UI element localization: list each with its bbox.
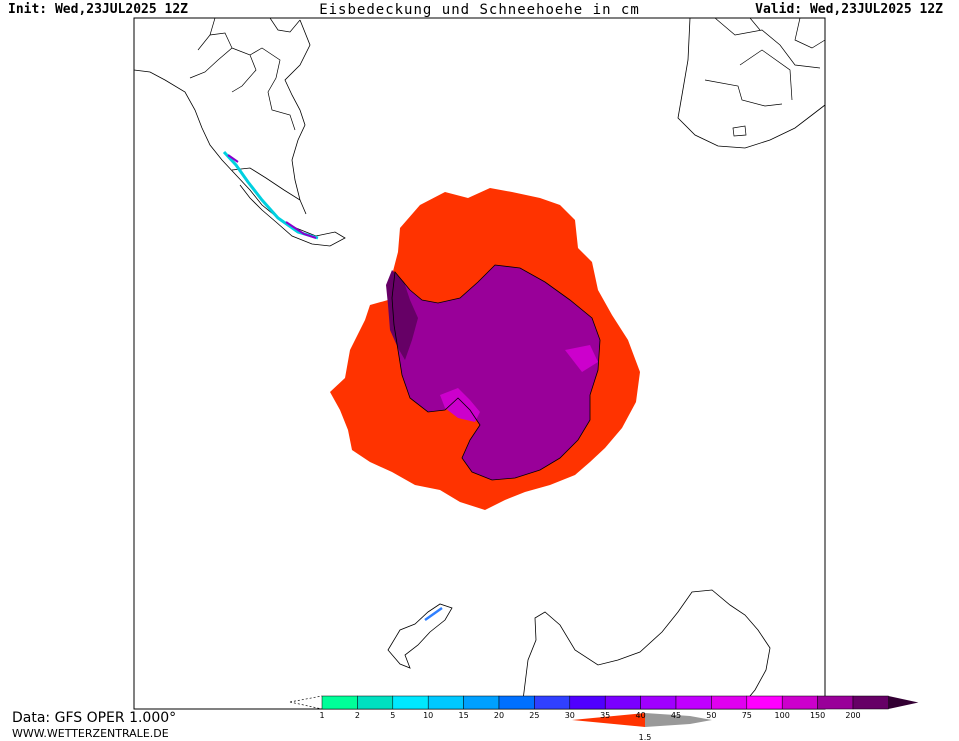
legend-label: 50 [706,711,717,720]
website: WWW.WETTERZENTRALE.DE [12,727,169,740]
legend-swatch [534,695,571,710]
legend-label: 30 [564,711,575,720]
legend-swatch [604,695,641,710]
data-source: Data: GFS OPER 1.000° [12,710,177,726]
legend-label: 150 [809,711,826,720]
andes-snow-deep [227,154,317,239]
legend-swatch [852,695,889,710]
legend-swatch [463,695,500,710]
legend-label: 45 [670,711,682,720]
sea-ice-legend: 1.5 [572,713,712,741]
legend-swatch [746,695,783,710]
legend-overflow [888,696,919,709]
valid-time: Valid: Wed,23JUL2025 12Z [755,2,943,17]
legend-swatch [357,695,394,710]
legend-label: 25 [529,711,540,720]
legend-label: 75 [741,711,752,720]
legend-label: 20 [493,711,505,720]
legend-underflow [289,695,323,710]
legend-label: 1 [319,711,325,720]
africa-borders [704,17,826,137]
ice-swatch-high [645,713,712,727]
antarctica-coastline [391,264,601,481]
legend-swatch [321,695,358,710]
legend-label: 200 [845,711,861,720]
legend-label: 35 [600,711,611,720]
africa-coastline [677,17,826,149]
legend-swatch [675,695,712,710]
ross-shelf-snow [440,388,480,422]
legend-label: 2 [354,711,360,720]
legend-swatch [392,695,429,710]
new-zealand-snow [424,606,443,622]
legend-label: 15 [458,711,469,720]
ice-swatch-low [572,713,645,727]
legend-swatch [711,695,748,710]
new-zealand-coastline [387,603,453,669]
legend-swatch [817,695,854,710]
legend-swatch [427,695,464,710]
south-america-borders [189,17,301,131]
snow-depth-legend [289,695,919,710]
legend-label: 100 [774,711,790,720]
legend-label: 40 [635,711,646,720]
init-time: Init: Wed,23JUL2025 12Z [8,2,189,17]
antarctica-snow [392,265,600,480]
east-coast-snow [565,345,598,372]
ice-legend-label: 1.5 [639,733,652,741]
legend-label: 10 [423,711,434,720]
legend-swatch [498,695,535,710]
australia-coastline [521,589,771,709]
legend-swatch [569,695,606,710]
map-title: Eisbedeckung und Schneehoehe in cm [319,2,640,18]
legend-label: 5 [390,711,396,720]
andes-snow [222,150,319,240]
antarctic-peninsula-snow [386,270,418,360]
legend-swatch [640,695,677,710]
legend-swatch [781,695,818,710]
